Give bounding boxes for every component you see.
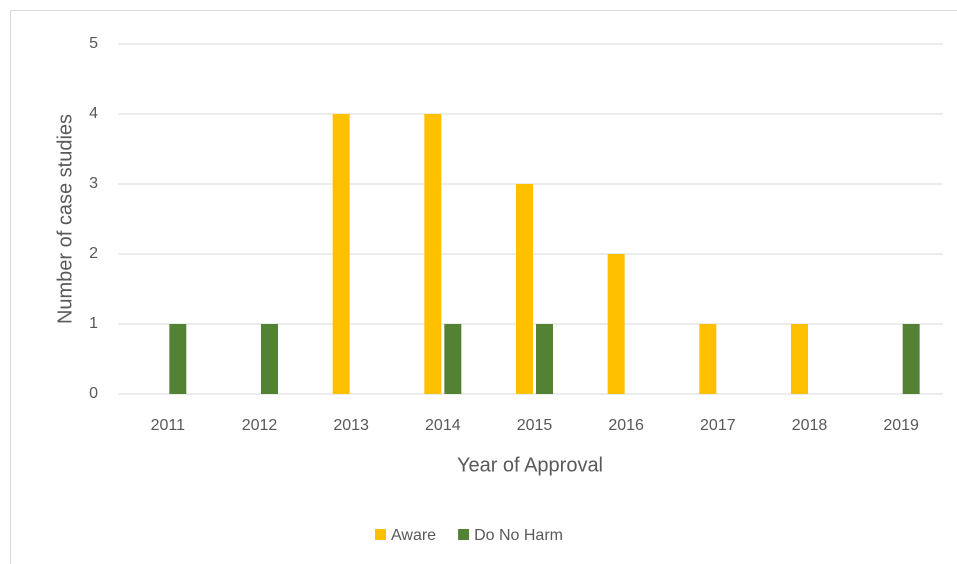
x-tick-label: 2016 xyxy=(608,417,644,434)
x-tick-label: 2019 xyxy=(883,417,919,434)
x-tick-label: 2017 xyxy=(700,417,736,434)
bar xyxy=(699,324,717,394)
bar xyxy=(791,324,808,394)
chart-border xyxy=(10,10,957,564)
x-tick-label: 2014 xyxy=(425,417,461,434)
x-tick-label: 2012 xyxy=(242,417,278,434)
x-axis-title: Year of Approval xyxy=(457,454,603,476)
bar xyxy=(607,254,625,394)
bar xyxy=(332,114,350,394)
y-tick-label: 4 xyxy=(89,105,98,122)
bar xyxy=(902,324,920,394)
legend-label: Aware xyxy=(391,527,436,544)
x-tick-label: 2018 xyxy=(792,417,828,434)
bar xyxy=(169,324,187,394)
bar xyxy=(424,114,442,394)
x-tick-label: 2015 xyxy=(517,417,553,434)
legend-label: Do No Harm xyxy=(474,527,563,544)
y-tick-label: 5 xyxy=(89,35,98,52)
y-axis-title: Number of case studies xyxy=(54,114,76,324)
legend-swatch xyxy=(375,529,386,540)
y-tick-label: 2 xyxy=(89,245,98,262)
y-tick-label: 3 xyxy=(89,175,98,192)
x-tick-label: 2011 xyxy=(151,417,186,434)
y-tick-label: 0 xyxy=(89,385,98,402)
legend-swatch xyxy=(458,529,470,540)
bar xyxy=(261,324,278,394)
y-tick-label: 1 xyxy=(89,315,98,332)
x-tick-label: 2013 xyxy=(333,417,369,434)
bar xyxy=(444,324,462,394)
bar xyxy=(536,324,553,394)
bar xyxy=(516,184,533,394)
